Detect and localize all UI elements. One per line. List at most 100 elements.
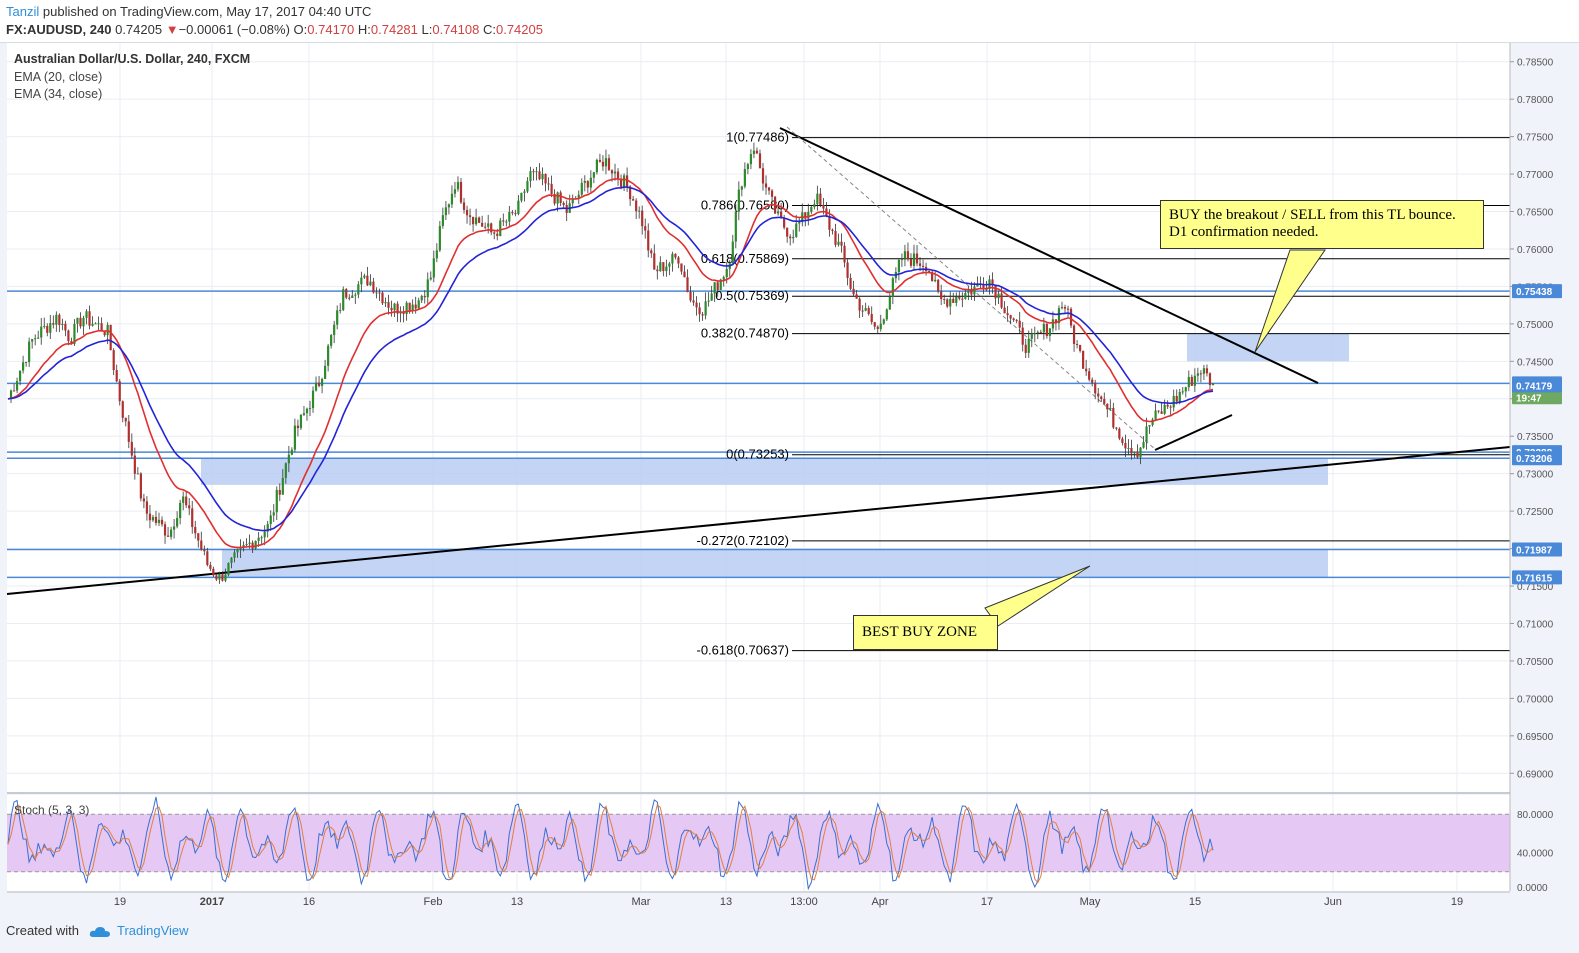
candle-body <box>795 223 798 237</box>
author-link[interactable]: Tanzil <box>6 4 40 19</box>
candle-body <box>94 323 97 325</box>
price-tick-label: 0.69500 <box>1517 732 1554 743</box>
candle-body <box>810 206 813 212</box>
stoch-legend[interactable]: Stoch (5, 3, 3) <box>14 803 90 817</box>
candle-body <box>1121 438 1124 443</box>
time-tick-label: Jun <box>1324 896 1342 908</box>
candle-body <box>163 524 167 536</box>
candle-body <box>861 310 864 312</box>
fib-level-label: 0.618(0.75869) <box>701 251 789 266</box>
candle-body <box>604 158 608 167</box>
candle-body <box>1199 373 1202 375</box>
candle-body <box>438 226 441 251</box>
candle-body <box>879 323 882 329</box>
stoch-tick-label: 80.0000 <box>1517 810 1554 821</box>
candle-body <box>541 173 544 180</box>
candle-body <box>1148 425 1151 427</box>
candle-body <box>1066 308 1070 310</box>
ema20-line[interactable] <box>7 178 1214 549</box>
candle-body <box>154 516 158 523</box>
candle-body <box>777 211 780 214</box>
candle-body <box>1088 371 1091 380</box>
candle-body <box>28 341 31 363</box>
candle-body <box>780 211 783 218</box>
stoch-d-line[interactable] <box>7 803 1214 884</box>
ema34-legend[interactable]: EMA (34, close) <box>14 87 103 101</box>
candle-body <box>248 542 251 544</box>
candle-body <box>468 215 472 217</box>
candle-body <box>885 309 888 320</box>
candle-body <box>408 302 411 311</box>
candle-body <box>1082 350 1085 369</box>
candle-body <box>716 282 719 291</box>
candle-body <box>188 505 191 509</box>
high-value: 0.74281 <box>370 22 418 37</box>
time-tick-label: 2017 <box>200 896 224 908</box>
candle-body <box>85 311 88 318</box>
candle-body <box>405 302 408 314</box>
candle-body <box>807 211 810 219</box>
candle-body <box>928 270 931 272</box>
candle-body <box>616 171 620 179</box>
candle-body <box>619 178 623 188</box>
candle-body <box>360 277 363 285</box>
candle-body <box>1021 327 1024 345</box>
candle-body <box>333 324 336 336</box>
candle-body <box>888 296 891 310</box>
candle-body <box>305 408 309 414</box>
candle-body <box>1142 442 1145 448</box>
candle-body <box>58 314 61 326</box>
candle-body <box>136 473 139 475</box>
stoch-k-line[interactable] <box>7 796 1214 891</box>
candle-body <box>529 171 532 182</box>
long-term-trendline[interactable] <box>6 446 1511 595</box>
candle-body <box>166 535 170 537</box>
candle-body <box>840 241 843 246</box>
candle-body <box>1079 344 1082 351</box>
tradingview-cloud-icon <box>89 926 110 937</box>
price-tick-label: 0.73000 <box>1517 470 1554 481</box>
price-badge-label: 0.75438 <box>1516 287 1553 298</box>
candle-body <box>212 568 215 576</box>
time-tick-label: 19 <box>114 896 126 908</box>
ema20-legend[interactable]: EMA (20, close) <box>14 70 103 84</box>
candle-body <box>517 200 520 214</box>
candle-body <box>372 281 375 293</box>
stoch-tick-label: 0.0000 <box>1517 883 1548 894</box>
candle-body <box>194 526 197 534</box>
candle-body <box>1157 410 1160 412</box>
candle-body <box>179 502 182 519</box>
candle-body <box>1075 343 1079 345</box>
candle-body <box>1181 391 1184 393</box>
candle-body <box>366 275 369 286</box>
candle-body <box>91 323 94 326</box>
candle-body <box>453 189 457 194</box>
candle-body <box>710 293 713 301</box>
resistance-trendline[interactable] <box>779 127 1319 384</box>
candle-body <box>1069 308 1073 326</box>
created-with-text: Created with <box>6 923 79 938</box>
candle-body <box>659 262 662 272</box>
stoch-band <box>7 814 1510 872</box>
candle-body <box>586 181 589 188</box>
candle-body <box>357 284 360 295</box>
close-label: C: <box>482 22 496 37</box>
candle-body <box>200 540 203 550</box>
candle-body <box>478 217 481 223</box>
price-badge <box>1512 451 1562 466</box>
candle-body <box>559 192 562 203</box>
candle-body <box>1154 410 1157 420</box>
support-trendline[interactable] <box>1154 414 1233 451</box>
candle-body <box>819 193 822 205</box>
support-zone <box>222 549 1328 578</box>
fib-level-label: 0(0.73253) <box>726 447 789 462</box>
candle-body <box>133 455 136 474</box>
price-tick-label: 0.78000 <box>1517 95 1554 106</box>
low-value: 0.74108 <box>432 22 480 37</box>
ema34-line[interactable] <box>7 186 1214 532</box>
candle-body <box>731 241 734 264</box>
tradingview-link[interactable]: TradingView <box>117 923 189 938</box>
candle-body <box>613 171 617 174</box>
candle-body <box>755 150 759 154</box>
